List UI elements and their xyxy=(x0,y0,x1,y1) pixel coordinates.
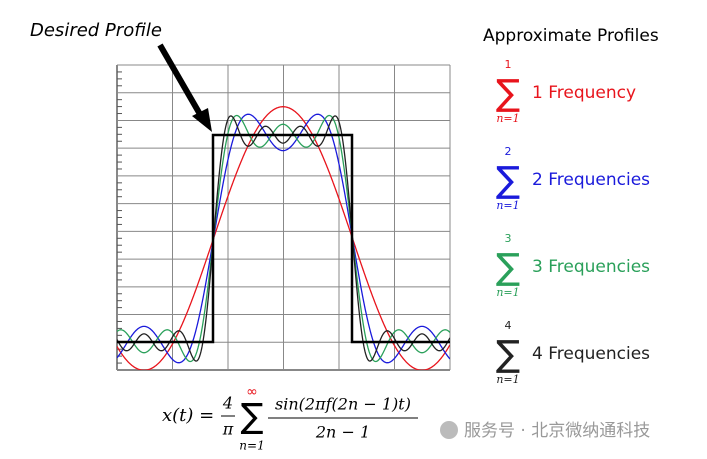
legend-upper: 2 xyxy=(505,145,512,158)
legend-sum: ∑ xyxy=(496,160,520,201)
curves xyxy=(117,106,450,370)
formula-denominator: 2n − 1 xyxy=(315,423,370,442)
formula: x(t) = 4 π ∑ ∞ n=1 sin(2πf(2n − 1)t) 2n … xyxy=(162,384,418,453)
formula-lower: n=1 xyxy=(239,439,264,453)
legend-upper: 4 xyxy=(505,319,512,332)
curve xyxy=(117,115,450,362)
legend-lower: n=1 xyxy=(496,112,519,125)
legend-sum: ∑ xyxy=(496,73,520,114)
annotation: Desired Profile xyxy=(30,20,162,41)
legend-label: 2 Frequencies xyxy=(532,170,650,190)
curve xyxy=(117,106,450,370)
formula-lhs: x(t) = xyxy=(162,405,214,426)
formula-coef-den: π xyxy=(222,420,234,439)
legend-lower: n=1 xyxy=(496,373,519,386)
formula-upper: ∞ xyxy=(246,384,258,400)
arrow-head xyxy=(192,108,212,132)
grid xyxy=(116,64,451,371)
legend-label: 4 Frequencies xyxy=(532,344,650,364)
arrow xyxy=(157,43,204,118)
legend-lower: n=1 xyxy=(496,286,519,299)
formula-coef-num: 4 xyxy=(222,394,233,413)
legend-sum: ∑ xyxy=(496,334,520,375)
curve xyxy=(117,114,450,363)
legend-label: 3 Frequencies xyxy=(532,257,650,277)
watermark-icon xyxy=(440,421,458,439)
square-wave xyxy=(117,133,450,344)
formula-sum: ∑ xyxy=(241,397,264,437)
legend-upper: 1 xyxy=(505,58,512,71)
legend-sum: ∑ xyxy=(496,247,520,288)
formula-numerator: sin(2πf(2n − 1)t) xyxy=(275,395,411,414)
legend-lower: n=1 xyxy=(496,199,519,212)
watermark: 服务号 · 北京微纳通科技 xyxy=(464,421,650,441)
legend-title: Approximate Profiles xyxy=(483,26,659,46)
legend-label: 1 Frequency xyxy=(532,83,636,103)
curve xyxy=(117,113,450,364)
legend-upper: 3 xyxy=(505,232,512,245)
